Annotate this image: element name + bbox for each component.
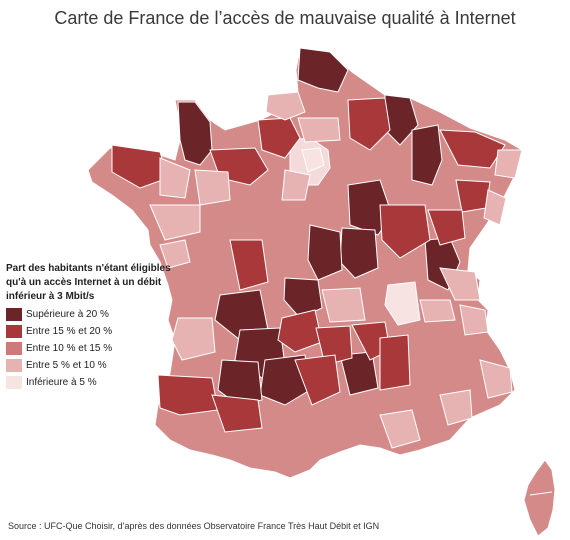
legend-title: Part des habitants n'étant éligibles qu'… (6, 263, 171, 302)
legend-item: Entre 5 % et 10 % (6, 357, 171, 374)
legend-swatch (6, 308, 22, 321)
legend-label: Supérieure à 20 % (26, 309, 109, 320)
legend-item: Supérieure à 20 % (6, 306, 171, 323)
legend-swatch (6, 359, 22, 372)
map-title: Carte de France de l’accès de mauvaise q… (54, 8, 516, 28)
legend-label: Entre 5 % et 10 % (26, 360, 107, 371)
legend-item: Entre 10 % et 15 % (6, 340, 171, 357)
tier-under-5 (301, 147, 421, 326)
map-legend: Part des habitants n'étant éligibles qu'… (6, 262, 171, 391)
legend-swatch (6, 342, 22, 355)
tier-15-20 (111, 97, 506, 433)
tier-5-10 (149, 91, 523, 449)
legend-item: Inférieure à 5 % (6, 374, 171, 391)
corsica (523, 459, 556, 537)
legend-swatch (6, 376, 22, 389)
legend-swatch (6, 325, 22, 338)
legend-label: Entre 10 % et 15 % (26, 343, 113, 354)
legend-item: Entre 15 % et 20 % (6, 323, 171, 340)
corsica-border (529, 491, 553, 496)
legend-label: Entre 15 % et 20 % (26, 326, 113, 337)
source-note: Source : UFC-Que Choisir, d’après des do… (8, 521, 380, 531)
legend-label: Inférieure à 5 % (26, 377, 97, 388)
